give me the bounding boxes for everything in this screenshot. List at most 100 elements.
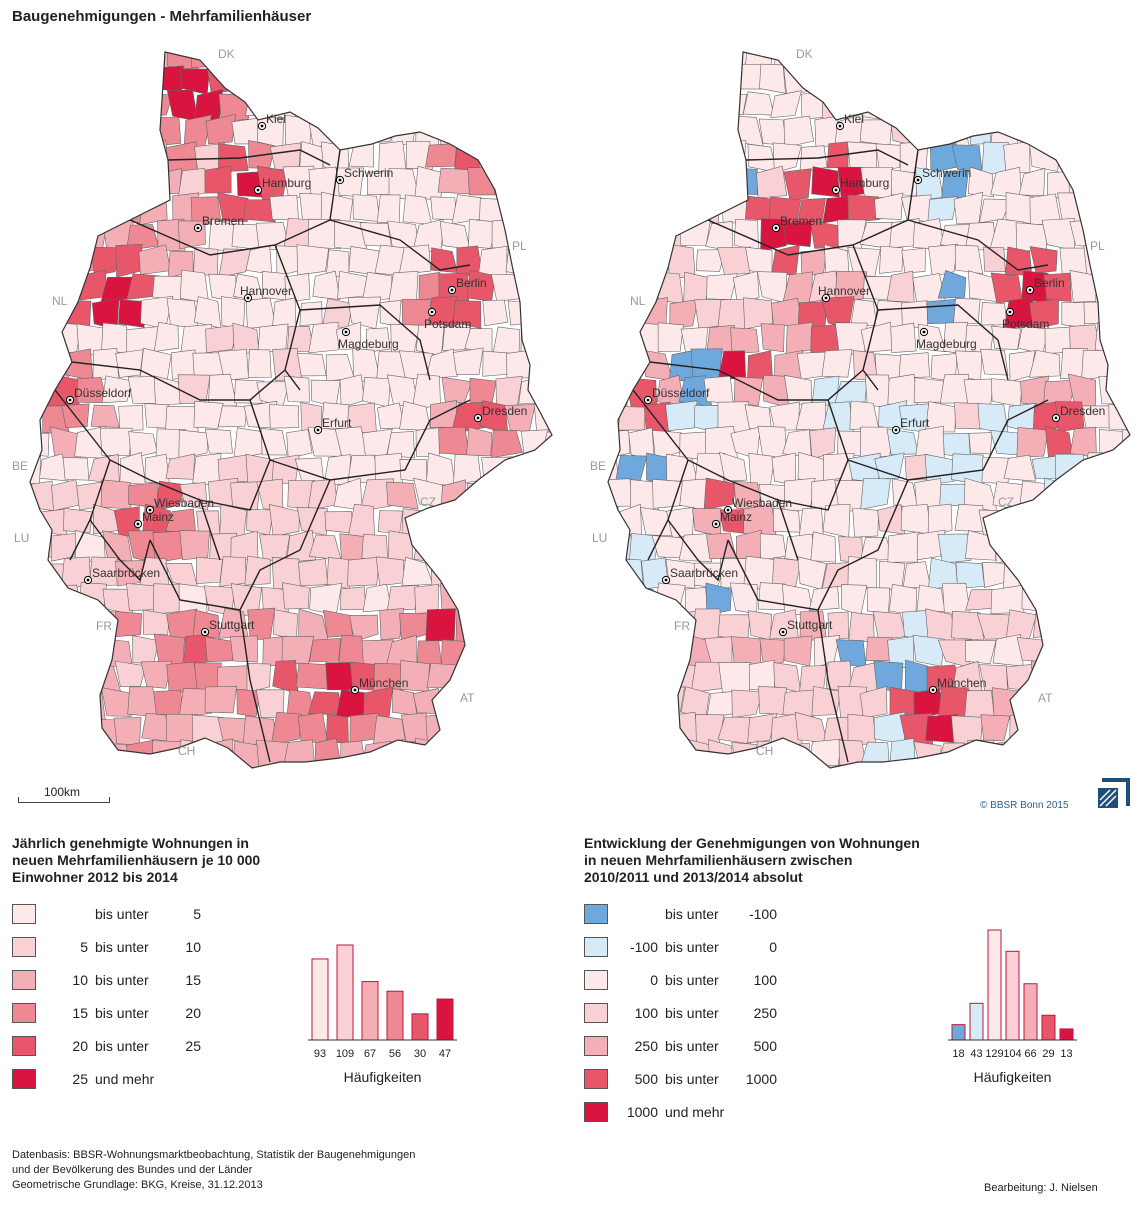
district-polygon[interactable] [479, 505, 506, 536]
district-polygon[interactable] [588, 558, 621, 585]
district-polygon[interactable] [860, 478, 891, 510]
district-polygon[interactable] [437, 167, 471, 195]
district-polygon[interactable] [295, 40, 326, 66]
district-polygon[interactable] [904, 659, 929, 694]
district-polygon[interactable] [782, 429, 812, 459]
district-polygon[interactable] [24, 687, 52, 721]
district-polygon[interactable] [128, 431, 158, 459]
district-polygon[interactable] [1056, 556, 1086, 590]
district-polygon[interactable] [1095, 687, 1125, 717]
district-polygon[interactable] [217, 766, 251, 780]
district-polygon[interactable] [1082, 195, 1111, 226]
district-polygon[interactable] [0, 299, 11, 328]
district-polygon[interactable] [742, 297, 773, 330]
district-polygon[interactable] [477, 607, 509, 642]
district-polygon[interactable] [915, 114, 946, 146]
district-polygon[interactable] [578, 351, 592, 380]
district-polygon[interactable] [544, 738, 560, 769]
district-polygon[interactable] [375, 556, 405, 587]
district-polygon[interactable] [860, 741, 890, 767]
district-polygon[interactable] [113, 717, 142, 746]
district-polygon[interactable] [1020, 738, 1048, 770]
district-polygon[interactable] [130, 117, 160, 144]
district-polygon[interactable] [1084, 506, 1115, 538]
district-polygon[interactable] [640, 715, 671, 742]
district-polygon[interactable] [664, 40, 699, 65]
district-polygon[interactable] [347, 556, 380, 587]
district-polygon[interactable] [717, 614, 751, 641]
district-polygon[interactable] [1121, 169, 1138, 200]
district-polygon[interactable] [1097, 66, 1127, 94]
district-polygon[interactable] [182, 634, 209, 668]
district-polygon[interactable] [657, 322, 684, 352]
district-polygon[interactable] [284, 273, 311, 303]
district-polygon[interactable] [531, 661, 559, 692]
district-polygon[interactable] [231, 61, 260, 93]
district-polygon[interactable] [879, 245, 904, 274]
district-polygon[interactable] [581, 225, 608, 250]
district-polygon[interactable] [296, 244, 329, 276]
district-polygon[interactable] [493, 690, 524, 717]
district-polygon[interactable] [376, 194, 401, 224]
district-polygon[interactable] [11, 40, 43, 67]
district-polygon[interactable] [901, 247, 926, 274]
district-polygon[interactable] [10, 352, 38, 381]
district-polygon[interactable] [507, 659, 534, 692]
district-polygon[interactable] [924, 91, 956, 122]
district-polygon[interactable] [529, 713, 560, 746]
district-polygon[interactable] [823, 452, 855, 483]
district-polygon[interactable] [811, 686, 842, 717]
district-polygon[interactable] [730, 636, 762, 665]
district-polygon[interactable] [900, 194, 932, 222]
district-polygon[interactable] [1005, 609, 1037, 640]
district-polygon[interactable] [1095, 742, 1123, 771]
district-polygon[interactable] [1107, 89, 1138, 119]
district-polygon[interactable] [205, 428, 233, 454]
district-polygon[interactable] [119, 452, 146, 485]
district-polygon[interactable] [217, 349, 249, 381]
district-polygon[interactable] [556, 453, 560, 486]
district-polygon[interactable] [1030, 660, 1058, 691]
district-polygon[interactable] [269, 194, 299, 221]
district-polygon[interactable] [153, 689, 183, 716]
district-polygon[interactable] [859, 686, 888, 719]
district-polygon[interactable] [233, 427, 265, 460]
district-polygon[interactable] [335, 321, 362, 350]
district-polygon[interactable] [578, 635, 602, 664]
district-polygon[interactable] [1029, 246, 1058, 274]
district-polygon[interactable] [127, 376, 157, 404]
district-polygon[interactable] [641, 610, 672, 637]
district-polygon[interactable] [312, 270, 341, 301]
district-polygon[interactable] [360, 116, 395, 144]
district-polygon[interactable] [937, 533, 972, 564]
district-polygon[interactable] [652, 478, 684, 509]
district-polygon[interactable] [864, 374, 892, 408]
district-polygon[interactable] [902, 561, 932, 589]
district-polygon[interactable] [282, 582, 310, 610]
district-polygon[interactable] [425, 608, 456, 642]
district-polygon[interactable] [482, 299, 509, 327]
district-polygon[interactable] [602, 222, 633, 252]
district-polygon[interactable] [1108, 403, 1134, 431]
district-polygon[interactable] [1133, 143, 1138, 174]
district-polygon[interactable] [578, 89, 594, 117]
district-polygon[interactable] [115, 243, 143, 278]
district-polygon[interactable] [781, 583, 814, 616]
district-polygon[interactable] [48, 584, 83, 612]
district-polygon[interactable] [0, 91, 12, 115]
district-polygon[interactable] [49, 114, 80, 147]
district-polygon[interactable] [467, 167, 498, 196]
district-polygon[interactable] [308, 534, 342, 561]
district-polygon[interactable] [980, 714, 1011, 742]
district-polygon[interactable] [814, 115, 839, 148]
district-polygon[interactable] [90, 246, 122, 277]
district-polygon[interactable] [578, 405, 595, 431]
district-polygon[interactable] [195, 765, 222, 780]
district-polygon[interactable] [533, 453, 558, 484]
district-polygon[interactable] [980, 349, 1009, 376]
district-polygon[interactable] [1055, 665, 1084, 691]
district-polygon[interactable] [640, 349, 673, 381]
district-polygon[interactable] [412, 688, 446, 715]
district-polygon[interactable] [349, 614, 379, 643]
district-polygon[interactable] [13, 560, 42, 588]
